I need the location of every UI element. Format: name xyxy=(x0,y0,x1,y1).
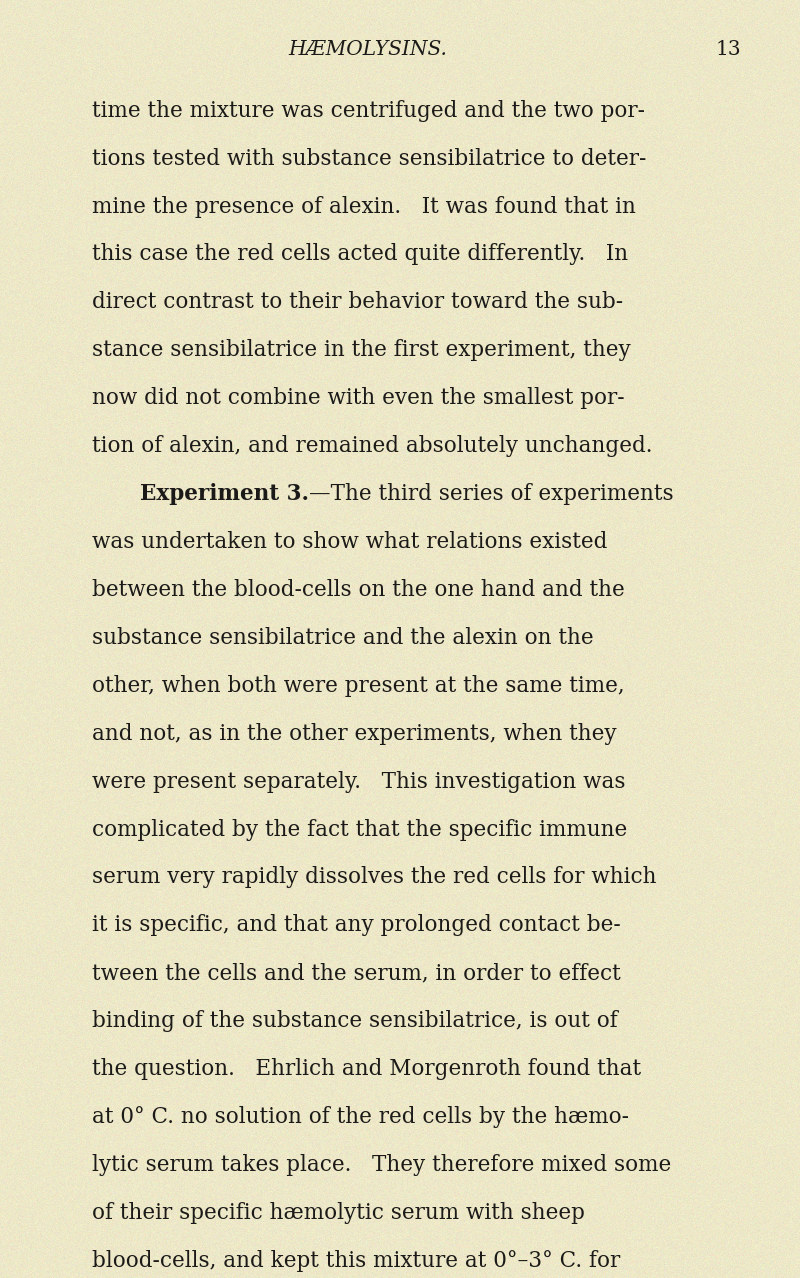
Text: at 0° C. no solution of the red cells by the hæmo-: at 0° C. no solution of the red cells by… xyxy=(92,1105,629,1128)
Text: were present separately.   This investigation was: were present separately. This investigat… xyxy=(92,771,626,792)
Text: and not, as in the other experiments, when they: and not, as in the other experiments, wh… xyxy=(92,722,617,745)
Text: the question.   Ehrlich and Morgenroth found that: the question. Ehrlich and Morgenroth fou… xyxy=(92,1058,641,1080)
Text: lytic serum takes place.   They therefore mixed some: lytic serum takes place. They therefore … xyxy=(92,1154,671,1176)
Text: complicated by the fact that the specific immune: complicated by the fact that the specifi… xyxy=(92,818,627,841)
Text: between the blood-cells on the one hand and the: between the blood-cells on the one hand … xyxy=(92,579,625,601)
Text: was undertaken to show what relations existed: was undertaken to show what relations ex… xyxy=(92,530,607,553)
Text: now did not combine with even the smallest por-: now did not combine with even the smalle… xyxy=(92,387,625,409)
Text: serum very rapidly dissolves the red cells for which: serum very rapidly dissolves the red cel… xyxy=(92,866,657,888)
Text: of their specific hæmolytic serum with sheep: of their specific hæmolytic serum with s… xyxy=(92,1201,585,1224)
Text: —The third series of experiments: —The third series of experiments xyxy=(309,483,674,505)
Text: stance sensibilatrice in the first experiment, they: stance sensibilatrice in the first exper… xyxy=(92,339,630,362)
Text: 13: 13 xyxy=(716,41,742,59)
Text: Experiment 3.: Experiment 3. xyxy=(140,483,309,505)
Text: this case the red cells acted quite differently.   In: this case the red cells acted quite diff… xyxy=(92,243,628,266)
Text: HÆMOLYSINS.: HÆMOLYSINS. xyxy=(289,41,447,59)
Text: it is specific, and that any prolonged contact be-: it is specific, and that any prolonged c… xyxy=(92,914,621,937)
Text: blood-cells, and kept this mixture at 0°–3° C. for: blood-cells, and kept this mixture at 0°… xyxy=(92,1250,620,1272)
Text: direct contrast to their behavior toward the sub-: direct contrast to their behavior toward… xyxy=(92,291,623,313)
Text: substance sensibilatrice and the alexin on the: substance sensibilatrice and the alexin … xyxy=(92,626,594,649)
Text: tween the cells and the serum, in order to effect: tween the cells and the serum, in order … xyxy=(92,962,621,984)
Text: binding of the substance sensibilatrice, is out of: binding of the substance sensibilatrice,… xyxy=(92,1010,618,1033)
Text: mine the presence of alexin.   It was found that in: mine the presence of alexin. It was foun… xyxy=(92,196,636,217)
Text: other, when both were present at the same time,: other, when both were present at the sam… xyxy=(92,675,625,697)
Text: tions tested with substance sensibilatrice to deter-: tions tested with substance sensibilatri… xyxy=(92,147,646,170)
Text: tion of alexin, and remained absolutely unchanged.: tion of alexin, and remained absolutely … xyxy=(92,435,653,458)
Text: time the mixture was centrifuged and the two por-: time the mixture was centrifuged and the… xyxy=(92,100,645,121)
